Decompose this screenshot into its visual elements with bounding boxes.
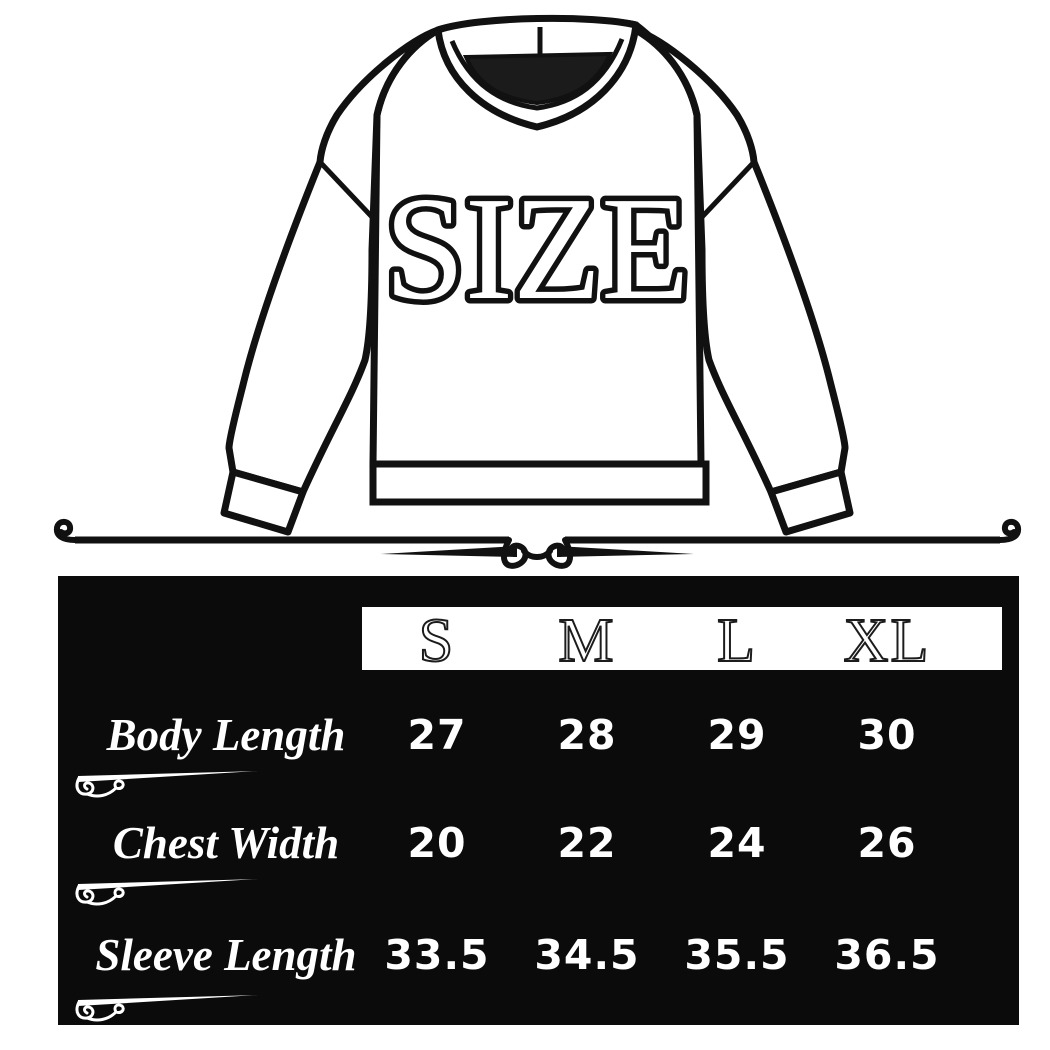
value-body-length-l: 29 bbox=[707, 711, 767, 759]
collar-inner-line bbox=[449, 38, 625, 111]
label-flourish bbox=[75, 879, 258, 906]
table-row-chest-width: Chest Width 20 22 24 26 bbox=[58, 801, 1019, 885]
size-column-header-m: M bbox=[558, 607, 615, 670]
left-sleeve bbox=[225, 26, 442, 496]
divider-taper-left bbox=[380, 546, 517, 557]
right-sleeve bbox=[632, 26, 849, 496]
value-sleeve-length-s: 33.5 bbox=[384, 931, 490, 979]
divider-end-curl-left bbox=[53, 518, 78, 543]
sweatshirt-illustration: SIZE bbox=[53, 14, 1022, 569]
label-flourish bbox=[75, 995, 258, 1022]
value-sleeve-length-m: 34.5 bbox=[534, 931, 640, 979]
table-row-body-length: Body Length 27 28 29 30 bbox=[58, 693, 1019, 777]
size-column-header-s: S bbox=[419, 607, 455, 670]
table-row-sleeve-length: Sleeve Length 33.5 34.5 35.5 36.5 bbox=[58, 913, 1019, 997]
neck-opening bbox=[462, 51, 614, 106]
size-table: S M L XL Body Length 27 28 29 30 Chest W… bbox=[58, 576, 1019, 1025]
label-flourish bbox=[75, 771, 258, 798]
garment-print-text: SIZE bbox=[385, 167, 690, 331]
divider-taper-right bbox=[557, 546, 694, 557]
hem-band bbox=[369, 460, 710, 506]
left-shoulder-seam bbox=[318, 160, 374, 219]
value-body-length-xl: 30 bbox=[857, 711, 917, 759]
divider-end-curl-right bbox=[997, 518, 1022, 543]
value-chest-width-m: 22 bbox=[557, 819, 617, 867]
value-chest-width-l: 24 bbox=[707, 819, 767, 867]
value-sleeve-length-l: 35.5 bbox=[684, 931, 790, 979]
row-label: Chest Width bbox=[112, 818, 340, 868]
value-body-length-m: 28 bbox=[557, 711, 617, 759]
size-column-header-xl: XL bbox=[844, 607, 931, 670]
right-cuff bbox=[767, 468, 854, 536]
size-table-header: S M L XL bbox=[362, 607, 1002, 670]
row-label: Sleeve Length bbox=[95, 930, 357, 980]
left-cuff bbox=[220, 468, 307, 536]
value-body-length-s: 27 bbox=[407, 711, 467, 759]
right-body-seam bbox=[694, 114, 704, 465]
ornamental-divider bbox=[53, 518, 1022, 569]
value-sleeve-length-xl: 36.5 bbox=[834, 931, 940, 979]
size-table-header-letters: S M L XL bbox=[418, 607, 931, 670]
value-chest-width-s: 20 bbox=[407, 819, 467, 867]
left-body-seam bbox=[370, 114, 380, 465]
size-column-header-l: L bbox=[717, 607, 757, 670]
row-label: Body Length bbox=[106, 710, 346, 760]
value-chest-width-xl: 26 bbox=[857, 819, 917, 867]
right-shoulder-seam bbox=[700, 160, 756, 219]
